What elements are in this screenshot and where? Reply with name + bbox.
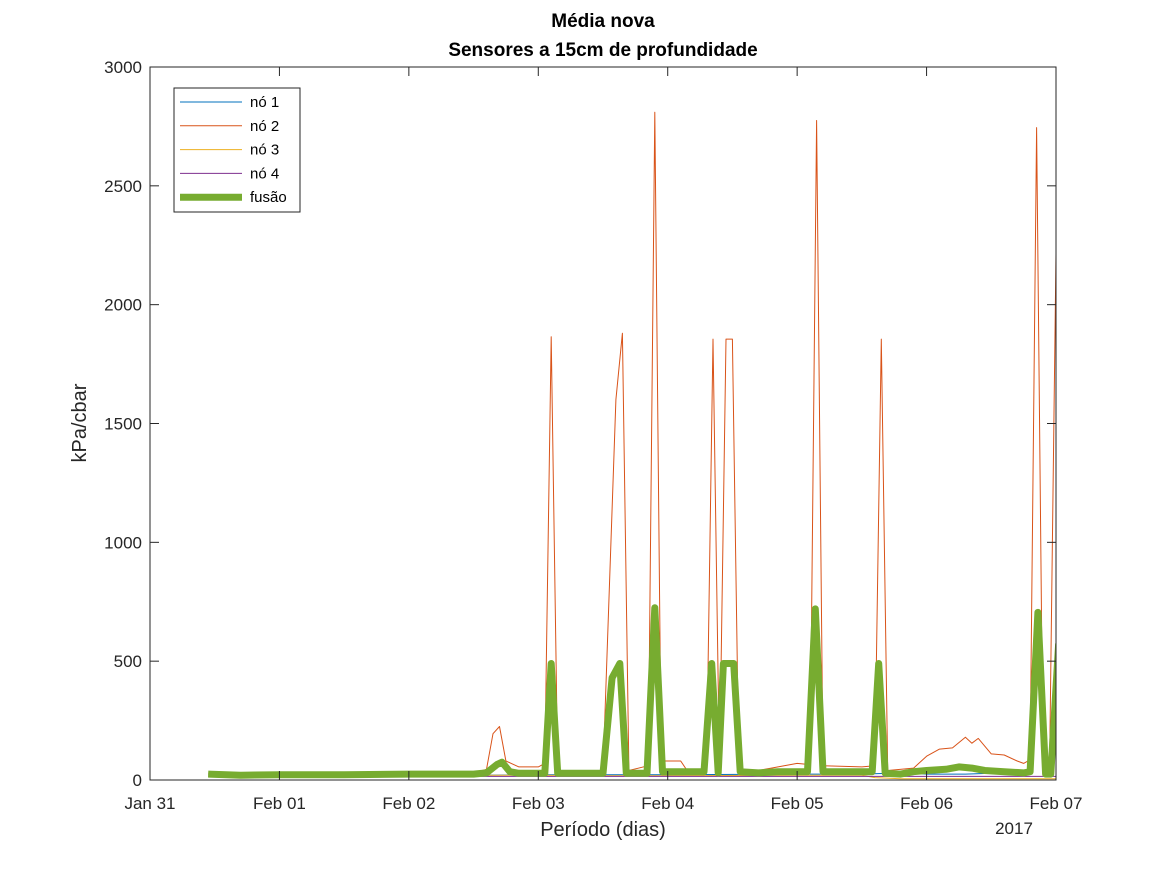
- y-axis: 0 500 1000 1500 2000 2500 3000: [104, 58, 1056, 790]
- x-axis-label: Período (dias): [540, 819, 666, 841]
- x-tick-label: Feb 03: [512, 794, 565, 813]
- x-tick-label: Feb 04: [641, 794, 694, 813]
- legend-label-4: nó 4: [250, 165, 279, 182]
- x-tick-label: Feb 05: [771, 794, 824, 813]
- x-tick-label: Feb 06: [900, 794, 953, 813]
- x-tick-label: Feb 07: [1030, 794, 1083, 813]
- y-tick-label: 2000: [104, 296, 142, 315]
- y-tick-label: 0: [133, 771, 142, 790]
- x-year-label: 2017: [995, 819, 1033, 838]
- series-line-5: [208, 604, 1056, 779]
- legend-label-2: nó 2: [250, 118, 279, 135]
- x-tick-label: Feb 02: [382, 794, 435, 813]
- plot-area: [150, 67, 1056, 780]
- y-tick-label: 2500: [104, 177, 142, 196]
- legend-label-5: fusão: [250, 189, 287, 206]
- legend-label-3: nó 3: [250, 142, 279, 159]
- legend: nó 1 nó 2 nó 3 nó 4 fusão: [173, 87, 301, 213]
- x-axis: Jan 31 Feb 01 Feb 02 Feb 03 Feb 04 Feb 05 Feb …: [124, 67, 1082, 813]
- chart-subtitle: Sensores a 15cm de profundidade: [448, 40, 757, 61]
- legend-label-1: nó 1: [250, 94, 279, 111]
- series-layer: [208, 111, 1056, 780]
- x-tick-label: Jan 31: [124, 794, 175, 813]
- y-tick-label: 1000: [104, 533, 142, 552]
- x-tick-label: Feb 01: [253, 794, 306, 813]
- y-axis-label: kPa/cbar: [69, 383, 91, 462]
- chart-title: Média nova: [551, 11, 655, 32]
- y-tick-label: 500: [114, 652, 142, 671]
- y-tick-label: 1500: [104, 415, 142, 434]
- y-tick-label: 3000: [104, 58, 142, 77]
